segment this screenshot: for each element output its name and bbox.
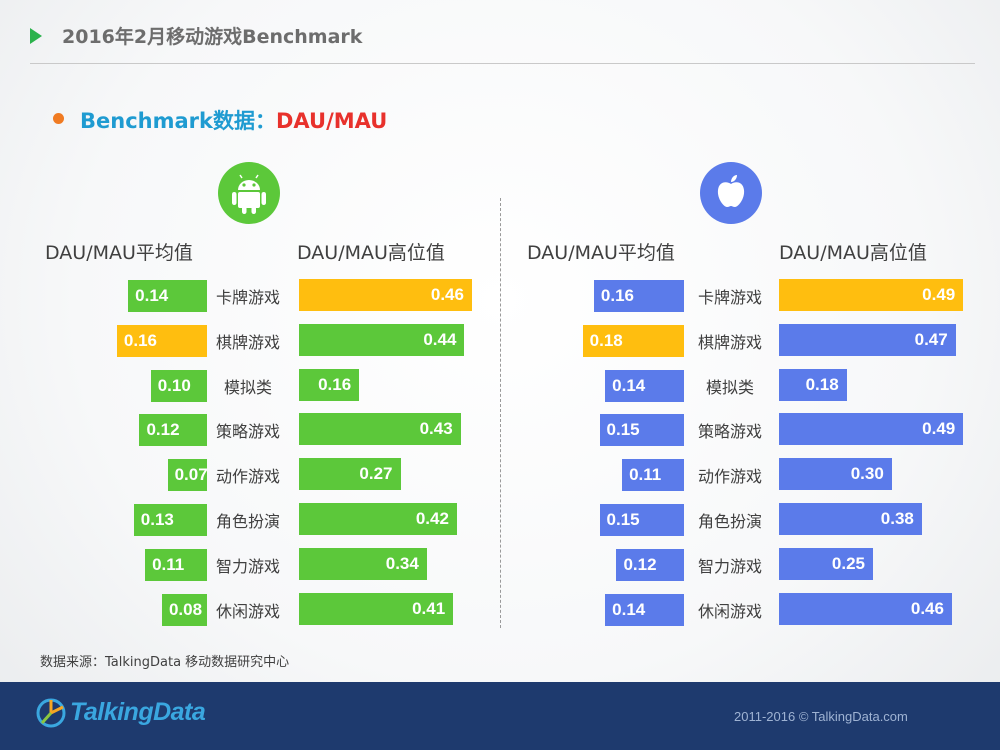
android-avg-bar: 0.10 [150,369,207,402]
android-high-bar: 0.41 [299,592,454,625]
android-category-label: 卡牌游戏 [215,288,280,307]
android-category-label: 棋牌游戏 [215,332,280,352]
ios-avg-bar: 0.16 [593,280,684,312]
android-avg-bar: 0.12 [139,414,207,447]
android-category-label: 角色扮演 [215,512,280,531]
subtitle-prefix: Benchmark数据： [80,109,276,133]
ios-category-label: 智力游戏 [697,556,762,576]
android-avg-bar: 0.13 [133,504,207,536]
ios-high-bar: 0.30 [779,458,892,491]
android-avg-bar: 0.11 [145,548,207,581]
android-robot-icon [218,162,280,224]
talkingdata-logo-text: TalkingData [70,698,206,726]
ios-category-label: 休闲游戏 [697,601,762,621]
android-avg-bar: 0.07 [167,459,208,492]
ios-high-bar: 0.49 [779,279,964,311]
header-divider [30,63,975,64]
android-high-bar: 0.34 [299,547,427,580]
header-arrow-icon [30,28,42,44]
page-title: 2016年2月移动游戏Benchmark [62,26,363,48]
android-avg-bar: 0.16 [116,324,207,357]
ios-high-bar: 0.25 [779,547,873,580]
ios-high-bar: 0.47 [779,323,956,356]
ios-avg-header: DAU/MAU平均值 [527,242,675,264]
android-high-bar: 0.27 [299,458,401,491]
subtitle-metric: DAU/MAU [275,109,388,133]
ios-avg-bar: 0.14 [605,369,684,402]
ios-high-bar: 0.38 [779,503,922,535]
ios-high-bar: 0.18 [779,368,847,401]
android-high-bar: 0.44 [299,323,465,356]
ios-high-bar: 0.46 [779,592,952,625]
footer-bar: TalkingData 2011-2016 © TalkingData.com [0,682,1000,750]
ios-high-header: DAU/MAU高位值 [779,242,927,264]
copyright-text: 2011-2016 © TalkingData.com [734,709,908,724]
android-category-label: 模拟类 [223,377,272,397]
ios-avg-bar: 0.12 [616,548,684,581]
android-avg-bar: 0.14 [128,280,207,312]
android-high-bar: 0.16 [299,368,360,401]
ios-category-label: 卡牌游戏 [697,288,762,307]
android-avg-bar: 0.08 [161,593,207,626]
ios-avg-bar: 0.11 [622,459,684,492]
ios-high-bar: 0.49 [779,413,964,446]
ios-avg-bar: 0.14 [605,593,684,626]
ios-avg-bar: 0.18 [582,324,684,357]
android-category-label: 动作游戏 [215,467,280,487]
ios-category-label: 角色扮演 [697,512,762,531]
android-avg-header: DAU/MAU平均值 [45,242,193,264]
android-category-label: 智力游戏 [215,556,280,576]
bullet-dot-icon [53,113,64,124]
panel-divider [500,198,501,628]
android-category-label: 策略游戏 [215,422,280,442]
ios-category-label: 棋牌游戏 [697,332,762,352]
ios-avg-bar: 0.15 [599,504,684,536]
ios-category-label: 策略游戏 [697,422,762,442]
android-high-bar: 0.43 [299,413,461,446]
apple-logo-icon [700,162,762,224]
ios-avg-bar: 0.15 [599,414,684,447]
section-subtitle: Benchmark数据：DAU/MAU [80,105,387,135]
ios-category-label: 模拟类 [705,377,754,397]
android-high-bar: 0.42 [299,503,457,535]
talkingdata-logo-icon [36,698,66,732]
android-high-header: DAU/MAU高位值 [297,242,445,264]
ios-category-label: 动作游戏 [697,467,762,487]
android-category-label: 休闲游戏 [215,601,280,621]
data-source: 数据来源：TalkingData 移动数据研究中心 [40,655,290,670]
android-high-bar: 0.46 [299,279,472,311]
